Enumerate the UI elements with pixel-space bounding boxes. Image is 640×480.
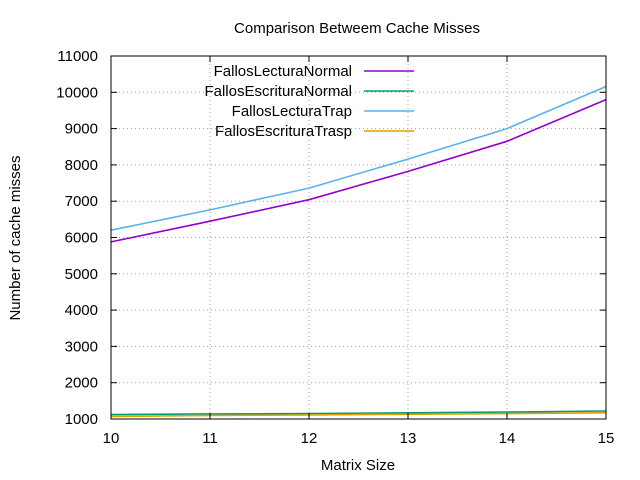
legend: FallosLecturaNormal FallosEscrituraNormal… [204, 63, 414, 140]
y-tick-label: 6000 [65, 230, 98, 247]
y-tick-label: 8000 [65, 157, 98, 174]
y-axis-label: Number of cache misses [7, 155, 24, 320]
x-axis-label: Matrix Size [321, 457, 395, 474]
x-tick-label: 13 [400, 430, 417, 447]
x-tick-label: 15 [598, 430, 615, 447]
y-tick-label: 9000 [65, 121, 98, 138]
series-line-FallosEscrituraNormal [110, 410, 607, 416]
series-line-FallosEscrituraTrasp [110, 412, 607, 418]
y-tick-label: 4000 [65, 302, 98, 319]
y-tick-label: 2000 [65, 375, 98, 392]
y-tick-label: 11000 [57, 48, 98, 65]
legend-label: FallosEscrituraNormal [204, 83, 352, 100]
x-tick-label: 10 [103, 430, 120, 447]
series-line-FallosLecturaTrap [110, 85, 607, 231]
y-tick-label: 7000 [65, 193, 98, 210]
x-tick-label: 12 [301, 430, 318, 447]
x-tick-label: 11 [202, 430, 218, 447]
legend-label: FallosLecturaTrap [232, 103, 352, 120]
chart-title: Comparison Betweem Cache Misses [234, 20, 480, 37]
legend-label: FallosEscrituraTrasp [215, 123, 352, 140]
legend-label: FallosLecturaNormal [214, 63, 352, 80]
series-line-FallosLecturaNormal [110, 98, 607, 243]
grid [111, 56, 606, 419]
axis-ticks: 1000 2000 3000 4000 5000 6000 7000 8000 9000 1000… [56, 48, 614, 447]
y-tick-label: 10000 [56, 84, 98, 101]
y-tick-label: 3000 [65, 338, 98, 355]
y-tick-label: 1000 [65, 411, 98, 428]
series-lines [110, 85, 607, 418]
y-tick-label: 5000 [65, 266, 98, 283]
x-tick-label: 14 [499, 430, 516, 447]
